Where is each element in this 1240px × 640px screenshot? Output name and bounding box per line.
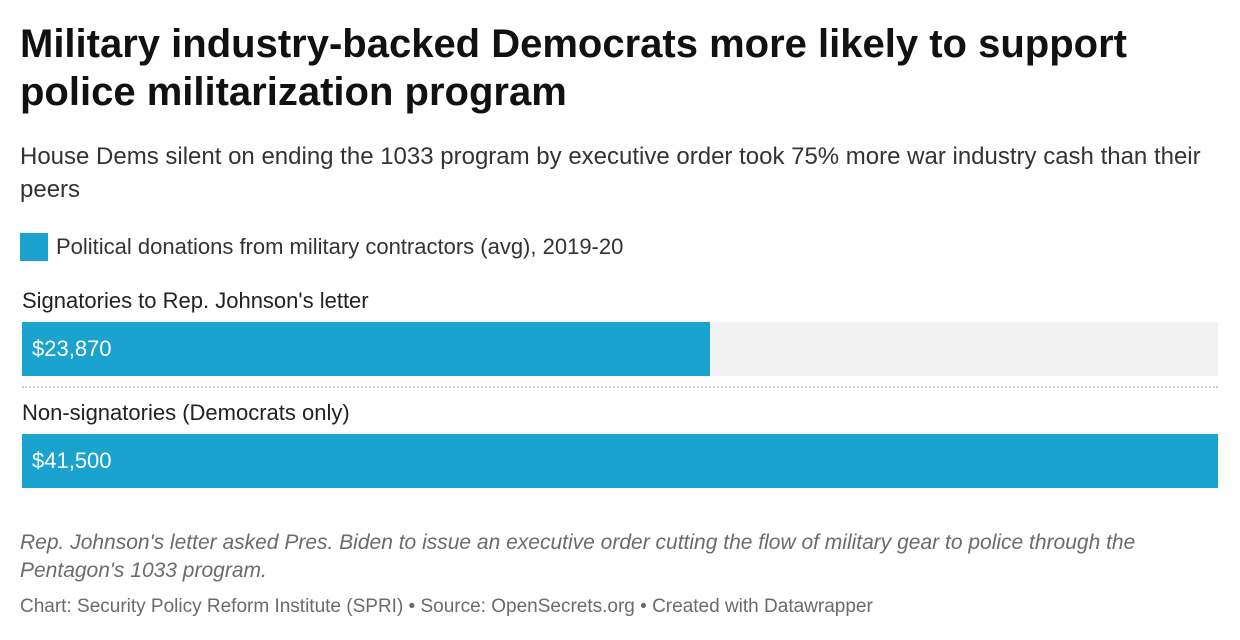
bar [22,322,710,376]
legend-swatch [20,233,48,261]
legend: Political donations from military contra… [20,232,623,262]
bar [22,434,1218,488]
category-label: Non-signatories (Democrats only) [22,400,350,425]
legend-label: Political donations from military contra… [56,234,624,259]
chart-note: Rep. Johnson's letter asked Pres. Biden … [20,531,1136,582]
chart-subtitle: House Dems silent on ending the 1033 pro… [20,143,1201,203]
bar-value-label: $23,870 [32,336,112,361]
bar-value-label: $41,500 [32,448,112,473]
row-separator [22,386,1218,388]
category-label: Signatories to Rep. Johnson's letter [22,288,369,313]
chart-title: Military industry-backed Democrats more … [20,22,1127,114]
chart-credit: Chart: Security Policy Reform Institute … [20,596,873,617]
